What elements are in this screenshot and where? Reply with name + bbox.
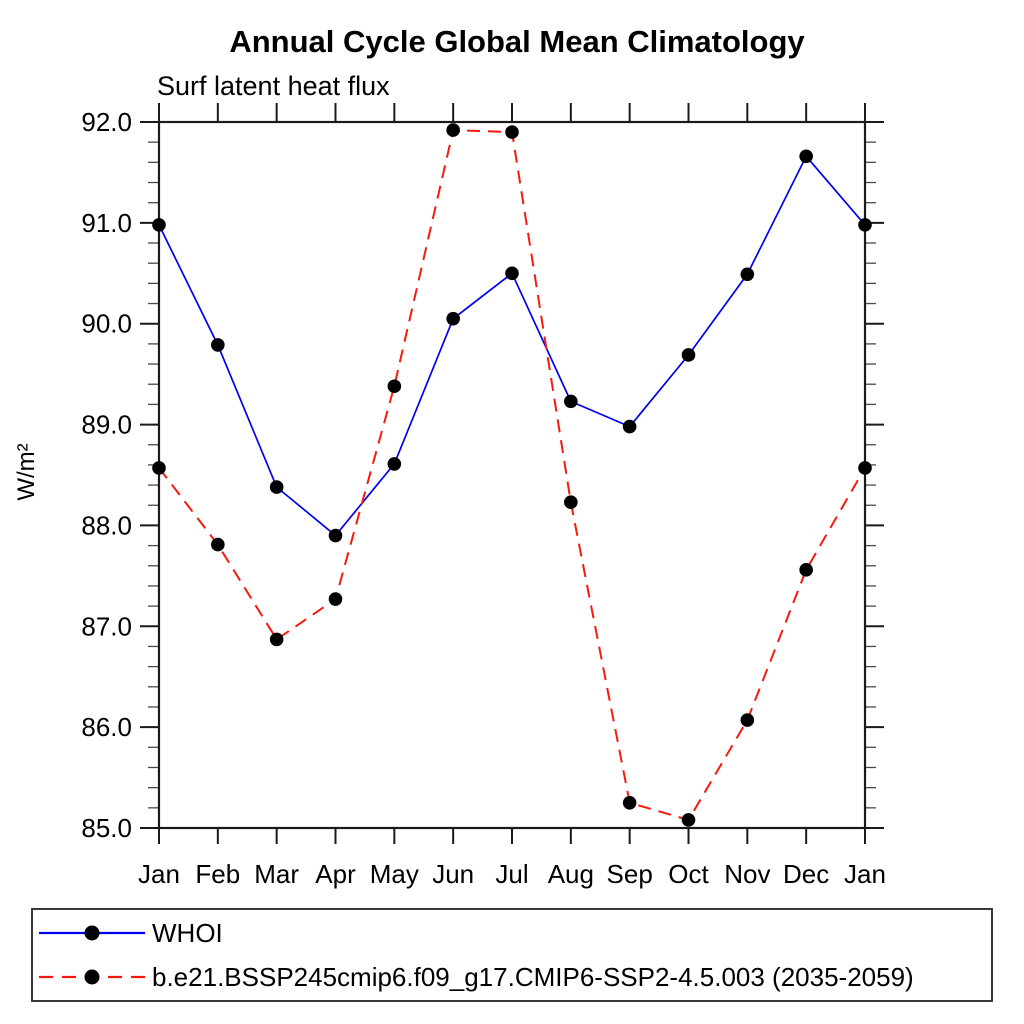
y-tick-label: 92.0: [81, 107, 132, 137]
legend-box: WHOI b.e21.BSSP245cmip6.f09_g17.CMIP6-SS…: [31, 908, 993, 1002]
legend-entry-whoi: WHOI: [37, 911, 991, 955]
data-point: [446, 311, 460, 326]
data-point: [211, 338, 225, 352]
data-point: [446, 123, 460, 137]
series-line-0: [158, 154, 866, 537]
y-tick-label: 91.0: [81, 208, 132, 238]
y-tick-label: 88.0: [81, 510, 132, 540]
data-point: [211, 537, 225, 552]
legend-label-model: b.e21.BSSP245cmip6.f09_g17.CMIP6-SSP2-4.…: [152, 961, 914, 992]
data-point: [505, 125, 519, 139]
data-point: [799, 149, 813, 164]
data-point: [622, 795, 637, 810]
data-point: [152, 218, 166, 232]
x-tick-label: Nov: [724, 859, 770, 889]
data-point: [622, 419, 637, 434]
x-tick-label: Jan: [844, 859, 886, 889]
data-point: [328, 528, 343, 543]
data-point: [505, 266, 519, 281]
x-tick-label: Jun: [432, 859, 474, 889]
y-tick-label: 86.0: [81, 712, 132, 742]
y-tick-label: 85.0: [81, 813, 132, 843]
chart-title: Annual Cycle Global Mean Climatology: [229, 24, 805, 59]
data-point: [799, 563, 813, 577]
data-point: [681, 348, 696, 362]
y-tick-label: 89.0: [81, 410, 132, 440]
x-tick-label: Jan: [138, 859, 180, 889]
data-point: [387, 457, 402, 471]
x-tick-label: May: [370, 859, 419, 889]
legend-line-sample-solid: [39, 925, 145, 941]
data-point: [564, 495, 578, 510]
series-line-1: [158, 129, 866, 822]
data-point: [269, 632, 284, 647]
x-tick-label: Feb: [195, 859, 240, 889]
data-point: [681, 813, 696, 827]
data-point: [269, 480, 284, 494]
data-point: [152, 461, 166, 475]
x-tick-label: Mar: [254, 859, 299, 889]
data-point: [740, 267, 755, 282]
x-tick-label: Sep: [607, 859, 653, 889]
legend-line-sample-dashed: [39, 969, 145, 985]
x-tick-label: Oct: [668, 859, 709, 889]
y-axis-title: W/m²: [13, 443, 40, 500]
data-point: [858, 461, 872, 475]
legend-entry-model: b.e21.BSSP245cmip6.f09_g17.CMIP6-SSP2-4.…: [37, 955, 991, 999]
legend-marker-icon: [84, 925, 100, 941]
data-point: [328, 592, 343, 606]
x-tick-label: Aug: [548, 859, 594, 889]
y-tick-label: 90.0: [81, 309, 132, 339]
data-point: [564, 394, 578, 409]
plot-border: [157, 120, 867, 830]
data-point: [387, 379, 402, 394]
data-point: [740, 713, 755, 727]
x-tick-label: Apr: [315, 859, 356, 889]
data-point: [858, 218, 872, 232]
legend-marker-icon: [84, 969, 100, 985]
y-tick-label: 87.0: [81, 611, 132, 641]
legend-label-whoi: WHOI: [152, 917, 223, 948]
x-tick-label: Jul: [495, 859, 528, 889]
x-tick-label: Dec: [783, 859, 829, 889]
chart-subtitle: Surf latent heat flux: [157, 71, 390, 101]
